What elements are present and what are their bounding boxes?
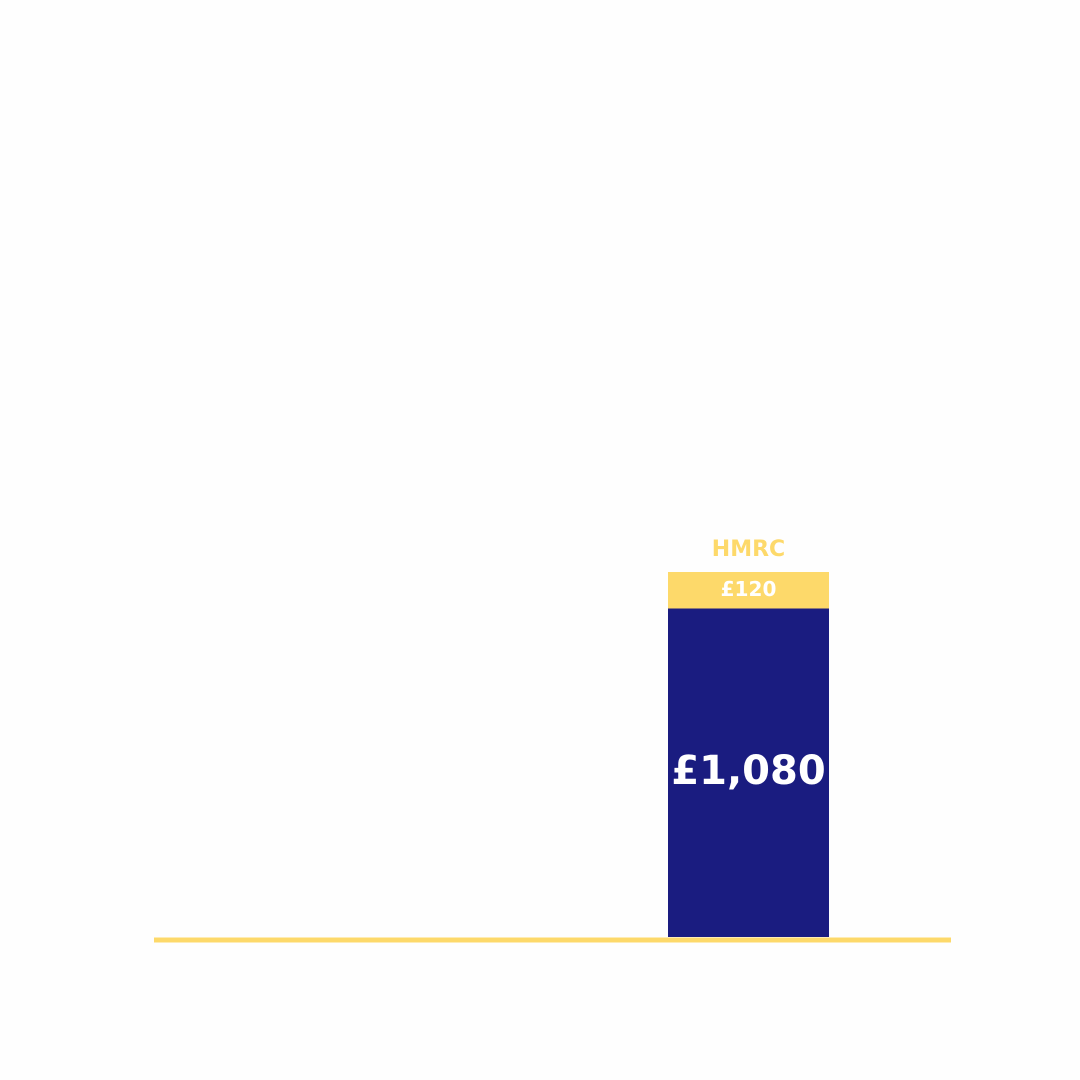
bar-segment (668, 572, 829, 609)
value-label: £120 (721, 577, 777, 601)
segment-name: HMRC (712, 537, 785, 562)
value-label: £1,080 (671, 748, 825, 794)
bar-segment (668, 608, 829, 937)
